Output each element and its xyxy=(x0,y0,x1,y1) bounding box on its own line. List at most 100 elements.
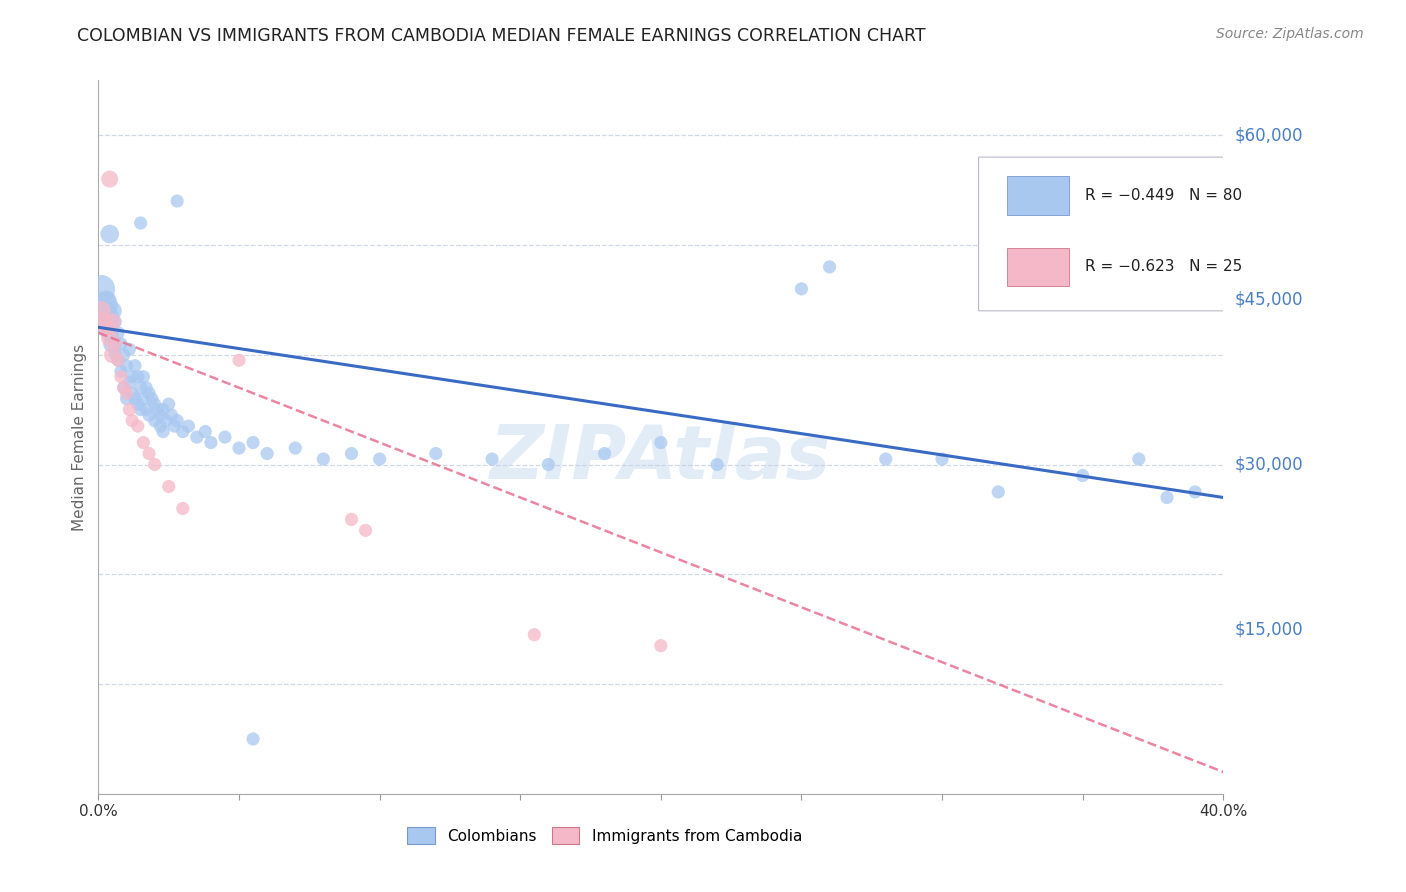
Point xyxy=(875,452,897,467)
Point xyxy=(115,386,138,401)
Point xyxy=(149,408,172,422)
Point xyxy=(1184,485,1206,500)
Text: $45,000: $45,000 xyxy=(1234,291,1303,309)
Point xyxy=(650,639,672,653)
Point xyxy=(284,441,307,455)
Point xyxy=(146,402,169,417)
Point xyxy=(132,369,155,384)
Point xyxy=(98,227,121,241)
Point xyxy=(96,303,118,318)
Point xyxy=(129,216,152,230)
Point xyxy=(112,348,135,362)
Point xyxy=(110,336,132,351)
Point xyxy=(138,386,160,401)
Point xyxy=(101,348,124,362)
Point xyxy=(228,441,250,455)
Point xyxy=(93,315,115,329)
Point xyxy=(129,381,152,395)
Text: Source: ZipAtlas.com: Source: ZipAtlas.com xyxy=(1216,27,1364,41)
Point xyxy=(152,402,174,417)
Point xyxy=(112,381,135,395)
Text: $30,000: $30,000 xyxy=(1234,456,1303,474)
Text: R = −0.623   N = 25: R = −0.623 N = 25 xyxy=(1085,260,1243,275)
Text: COLOMBIAN VS IMMIGRANTS FROM CAMBODIA MEDIAN FEMALE EARNINGS CORRELATION CHART: COLOMBIAN VS IMMIGRANTS FROM CAMBODIA ME… xyxy=(77,27,927,45)
Point xyxy=(135,402,157,417)
Point xyxy=(104,315,127,329)
Point xyxy=(93,298,115,312)
Point xyxy=(132,435,155,450)
Point xyxy=(90,303,112,318)
Point xyxy=(1156,491,1178,505)
Point xyxy=(172,425,194,439)
Point xyxy=(537,458,560,472)
Point xyxy=(1128,452,1150,467)
Point xyxy=(143,414,166,428)
Point xyxy=(931,452,953,467)
Point xyxy=(132,392,155,406)
Point xyxy=(256,446,278,460)
Point xyxy=(172,501,194,516)
Point xyxy=(228,353,250,368)
Y-axis label: Median Female Earnings: Median Female Earnings xyxy=(72,343,87,531)
Point xyxy=(706,458,728,472)
Point xyxy=(186,430,208,444)
Point xyxy=(124,392,146,406)
Point xyxy=(987,485,1010,500)
Point xyxy=(98,172,121,186)
Point xyxy=(118,343,141,357)
Point xyxy=(149,419,172,434)
Point xyxy=(340,512,363,526)
Point xyxy=(481,452,503,467)
Legend: Colombians, Immigrants from Cambodia: Colombians, Immigrants from Cambodia xyxy=(401,821,808,850)
Point xyxy=(135,381,157,395)
Point xyxy=(790,282,813,296)
Point xyxy=(107,326,129,340)
Point xyxy=(818,260,841,274)
Point xyxy=(115,392,138,406)
Text: $60,000: $60,000 xyxy=(1234,126,1303,145)
Point xyxy=(96,320,118,334)
Point xyxy=(118,375,141,389)
Point xyxy=(523,628,546,642)
Point xyxy=(155,414,177,428)
Point xyxy=(425,446,447,460)
Point xyxy=(141,392,163,406)
Point xyxy=(101,336,124,351)
Point xyxy=(107,353,129,368)
Point xyxy=(1071,468,1094,483)
Point xyxy=(166,194,188,208)
Bar xyxy=(1007,248,1069,286)
Point xyxy=(200,435,222,450)
Point xyxy=(121,414,143,428)
Point xyxy=(163,419,186,434)
Point xyxy=(650,435,672,450)
Point xyxy=(157,397,180,411)
Point xyxy=(98,326,121,340)
Point xyxy=(107,353,129,368)
Point xyxy=(312,452,335,467)
Point xyxy=(110,369,132,384)
Point xyxy=(340,446,363,460)
Point xyxy=(138,408,160,422)
Point xyxy=(121,369,143,384)
Point xyxy=(93,315,115,329)
Point xyxy=(98,331,121,345)
Point xyxy=(115,359,138,373)
Point xyxy=(354,524,377,538)
Point xyxy=(101,303,124,318)
Point xyxy=(129,402,152,417)
Point xyxy=(143,458,166,472)
Point xyxy=(152,425,174,439)
Point xyxy=(143,397,166,411)
Point xyxy=(104,348,127,362)
Point xyxy=(160,408,183,422)
FancyBboxPatch shape xyxy=(979,157,1406,310)
Point xyxy=(593,446,616,460)
Point xyxy=(124,359,146,373)
Bar xyxy=(1007,177,1069,215)
Text: ZIPAtlas: ZIPAtlas xyxy=(491,422,831,495)
Point xyxy=(138,446,160,460)
Point xyxy=(121,386,143,401)
Point xyxy=(242,731,264,746)
Point xyxy=(98,310,121,324)
